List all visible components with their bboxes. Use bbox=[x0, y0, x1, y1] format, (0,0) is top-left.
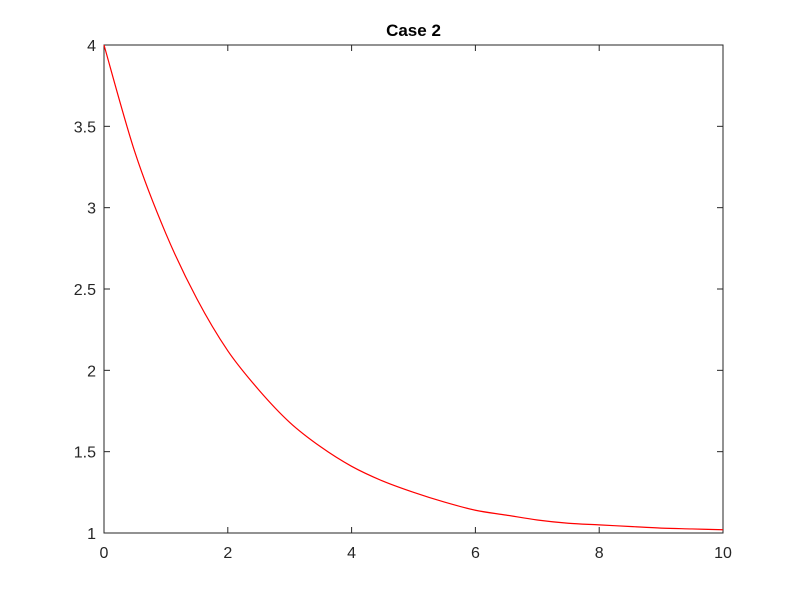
plot-area bbox=[103, 44, 724, 534]
y-tick-label: 2.5 bbox=[74, 282, 96, 299]
x-axis-ticks: 0 2 4 6 8 10 bbox=[100, 45, 732, 562]
y-tick-label: 3.5 bbox=[74, 119, 96, 136]
x-tick-label: 8 bbox=[595, 545, 604, 562]
y-tick-label: 3 bbox=[87, 201, 96, 218]
x-tick-label: 10 bbox=[714, 545, 732, 562]
y-axis-ticks: 1 1.5 2 2.5 3 3.5 4 bbox=[74, 38, 723, 543]
chart-title: Case 2 bbox=[386, 21, 441, 40]
x-tick-label: 0 bbox=[100, 545, 109, 562]
series-line-0 bbox=[103, 44, 724, 531]
x-tick-label: 4 bbox=[347, 545, 356, 562]
x-tick-label: 2 bbox=[223, 545, 232, 562]
y-tick-label: 1.5 bbox=[74, 445, 96, 462]
y-tick-label: 1 bbox=[87, 526, 96, 543]
series-layer bbox=[103, 44, 724, 531]
y-tick-label: 2 bbox=[87, 363, 96, 380]
x-tick-label: 6 bbox=[471, 545, 480, 562]
y-tick-label: 4 bbox=[87, 38, 96, 55]
